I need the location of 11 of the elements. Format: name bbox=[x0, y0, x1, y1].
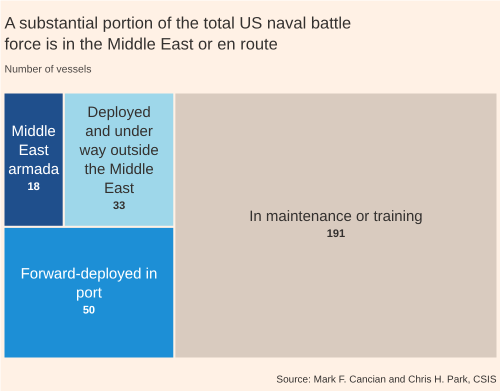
data-label: 50 bbox=[82, 304, 96, 317]
category-label: Middle East armada bbox=[8, 123, 60, 178]
data-label: 33 bbox=[112, 200, 126, 212]
text: Number of vessels bbox=[4, 64, 92, 76]
category-label: Deployed and under way outside the Middle East bbox=[78, 104, 159, 198]
data-label: 191 bbox=[326, 228, 346, 240]
data-label: 18 bbox=[28, 181, 40, 194]
text: A substantial portion of the total US naval battle force is in the Middle East or en route bbox=[4, 14, 352, 54]
category-label: Forward-deployed in port bbox=[20, 266, 158, 302]
source-note: Source: Mark F. Cancian and Chris H. Park, CSIS bbox=[276, 374, 497, 386]
category-label: In maintenance or training bbox=[249, 208, 423, 225]
